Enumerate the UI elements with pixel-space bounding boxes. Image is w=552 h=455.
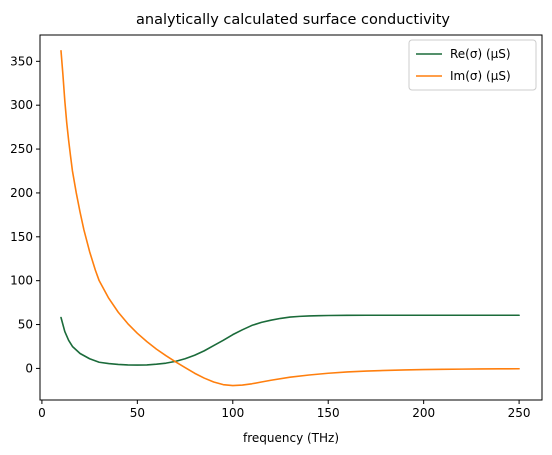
y-tick-label: 350 [10,54,33,68]
y-tick-label: 150 [10,230,33,244]
y-tick-label: 250 [10,142,33,156]
plot-area: 0 50 100 150 200 250 0 50 100 150 200 250 300 350 Re… [10,34,543,420]
series-line-re [60,314,520,366]
series-line-im [60,49,520,387]
series-layer [60,49,520,387]
legend: Re(σ) (μS) Im(σ) (μS) [408,39,537,91]
x-tick-label: 100 [221,406,244,420]
y-tick-label: 0 [25,361,33,375]
x-ticks: 0 50 100 150 200 250 [38,400,531,420]
x-tick-label: 150 [317,406,340,420]
chart-title: analytically calculated surface conducti… [136,12,450,28]
x-tick-label: 50 [130,406,145,420]
y-tick-label: 200 [10,186,33,200]
y-tick-label: 100 [10,274,33,288]
legend-label: Im(σ) (μS) [450,69,511,83]
x-tick-label: 250 [508,406,531,420]
x-tick-label: 0 [38,406,46,420]
legend-label: Re(σ) (μS) [450,47,511,61]
x-axis-label: frequency (THz) [243,431,339,445]
legend-box [408,39,537,91]
x-tick-label: 200 [412,406,435,420]
y-tick-label: 50 [18,318,33,332]
y-tick-label: 300 [10,98,33,112]
y-ticks: 0 50 100 150 200 250 300 350 [10,54,40,375]
plot-frame [39,34,543,401]
